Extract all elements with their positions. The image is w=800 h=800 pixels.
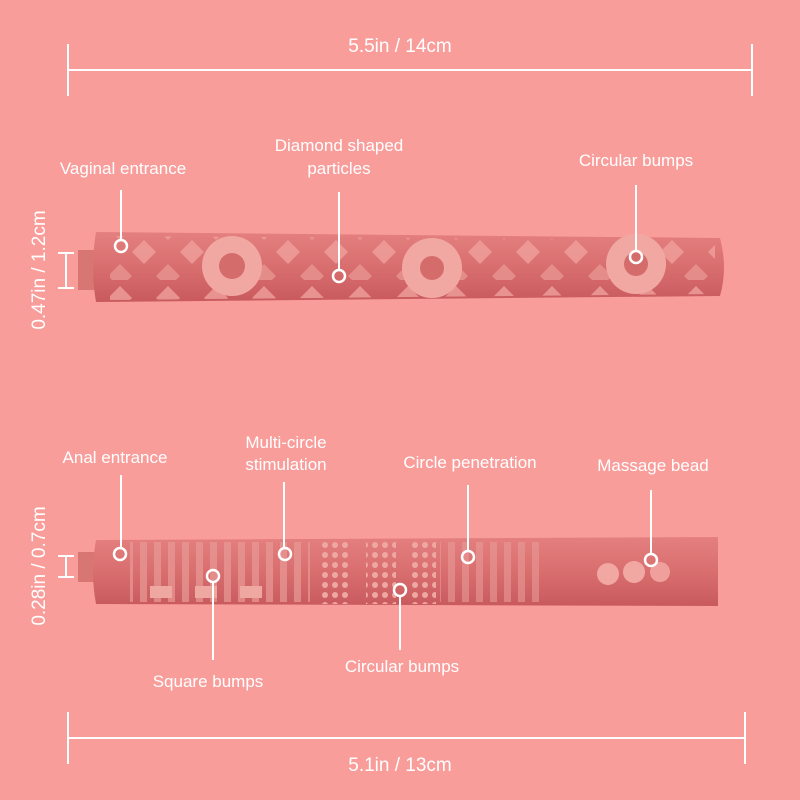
callout-circular-bumps-bottom: Circular bumps bbox=[345, 582, 459, 676]
svg-text:Multi-circle: Multi-circle bbox=[245, 433, 326, 452]
callout-circular-bumps-top: Circular bumps bbox=[579, 151, 693, 265]
svg-text:Vaginal entrance: Vaginal entrance bbox=[60, 159, 186, 178]
svg-text:Circular bumps: Circular bumps bbox=[345, 657, 459, 676]
top-length-label: 5.5in / 14cm bbox=[348, 36, 452, 57]
callout-vaginal-entrance: Vaginal entrance bbox=[60, 159, 186, 254]
top-diameter-dimension: 0.47in / 1.2cm bbox=[29, 210, 74, 330]
svg-text:Anal entrance: Anal entrance bbox=[63, 448, 168, 467]
bottom-diameter-dimension: 0.28in / 0.7cm bbox=[29, 506, 74, 626]
bottom-length-dimension: 5.1in / 13cm bbox=[67, 712, 746, 776]
top-tube-image bbox=[78, 232, 724, 302]
svg-text:Massage bead: Massage bead bbox=[597, 456, 709, 475]
callout-marker bbox=[277, 546, 293, 562]
top-length-dimension: 5.5in / 14cm bbox=[67, 36, 753, 96]
callout-diamond-particles: Diamond shaped particles bbox=[275, 136, 404, 284]
callout-anal-entrance: Anal entrance bbox=[63, 448, 168, 562]
callout-massage-bead: Massage bead bbox=[597, 456, 709, 568]
bottom-length-label: 5.1in / 13cm bbox=[348, 755, 452, 776]
callout-marker bbox=[460, 549, 476, 565]
svg-text:stimulation: stimulation bbox=[245, 455, 326, 474]
svg-text:Diamond shaped: Diamond shaped bbox=[275, 136, 404, 155]
svg-text:Circle penetration: Circle penetration bbox=[403, 453, 536, 472]
callout-multi-circle: Multi-circle stimulation bbox=[245, 433, 327, 562]
top-diameter-label: 0.47in / 1.2cm bbox=[29, 210, 50, 329]
callout-marker bbox=[643, 552, 659, 568]
callout-marker bbox=[113, 238, 129, 254]
callout-marker bbox=[112, 546, 128, 562]
svg-text:Square bumps: Square bumps bbox=[153, 672, 264, 691]
svg-text:Circular bumps: Circular bumps bbox=[579, 151, 693, 170]
callout-square-bumps: Square bumps bbox=[153, 568, 264, 691]
bottom-diameter-label: 0.28in / 0.7cm bbox=[29, 506, 50, 625]
callout-marker bbox=[331, 268, 347, 284]
callout-marker bbox=[628, 249, 644, 265]
callout-circle-penetration: Circle penetration bbox=[403, 453, 537, 565]
svg-text:particles: particles bbox=[307, 159, 370, 178]
